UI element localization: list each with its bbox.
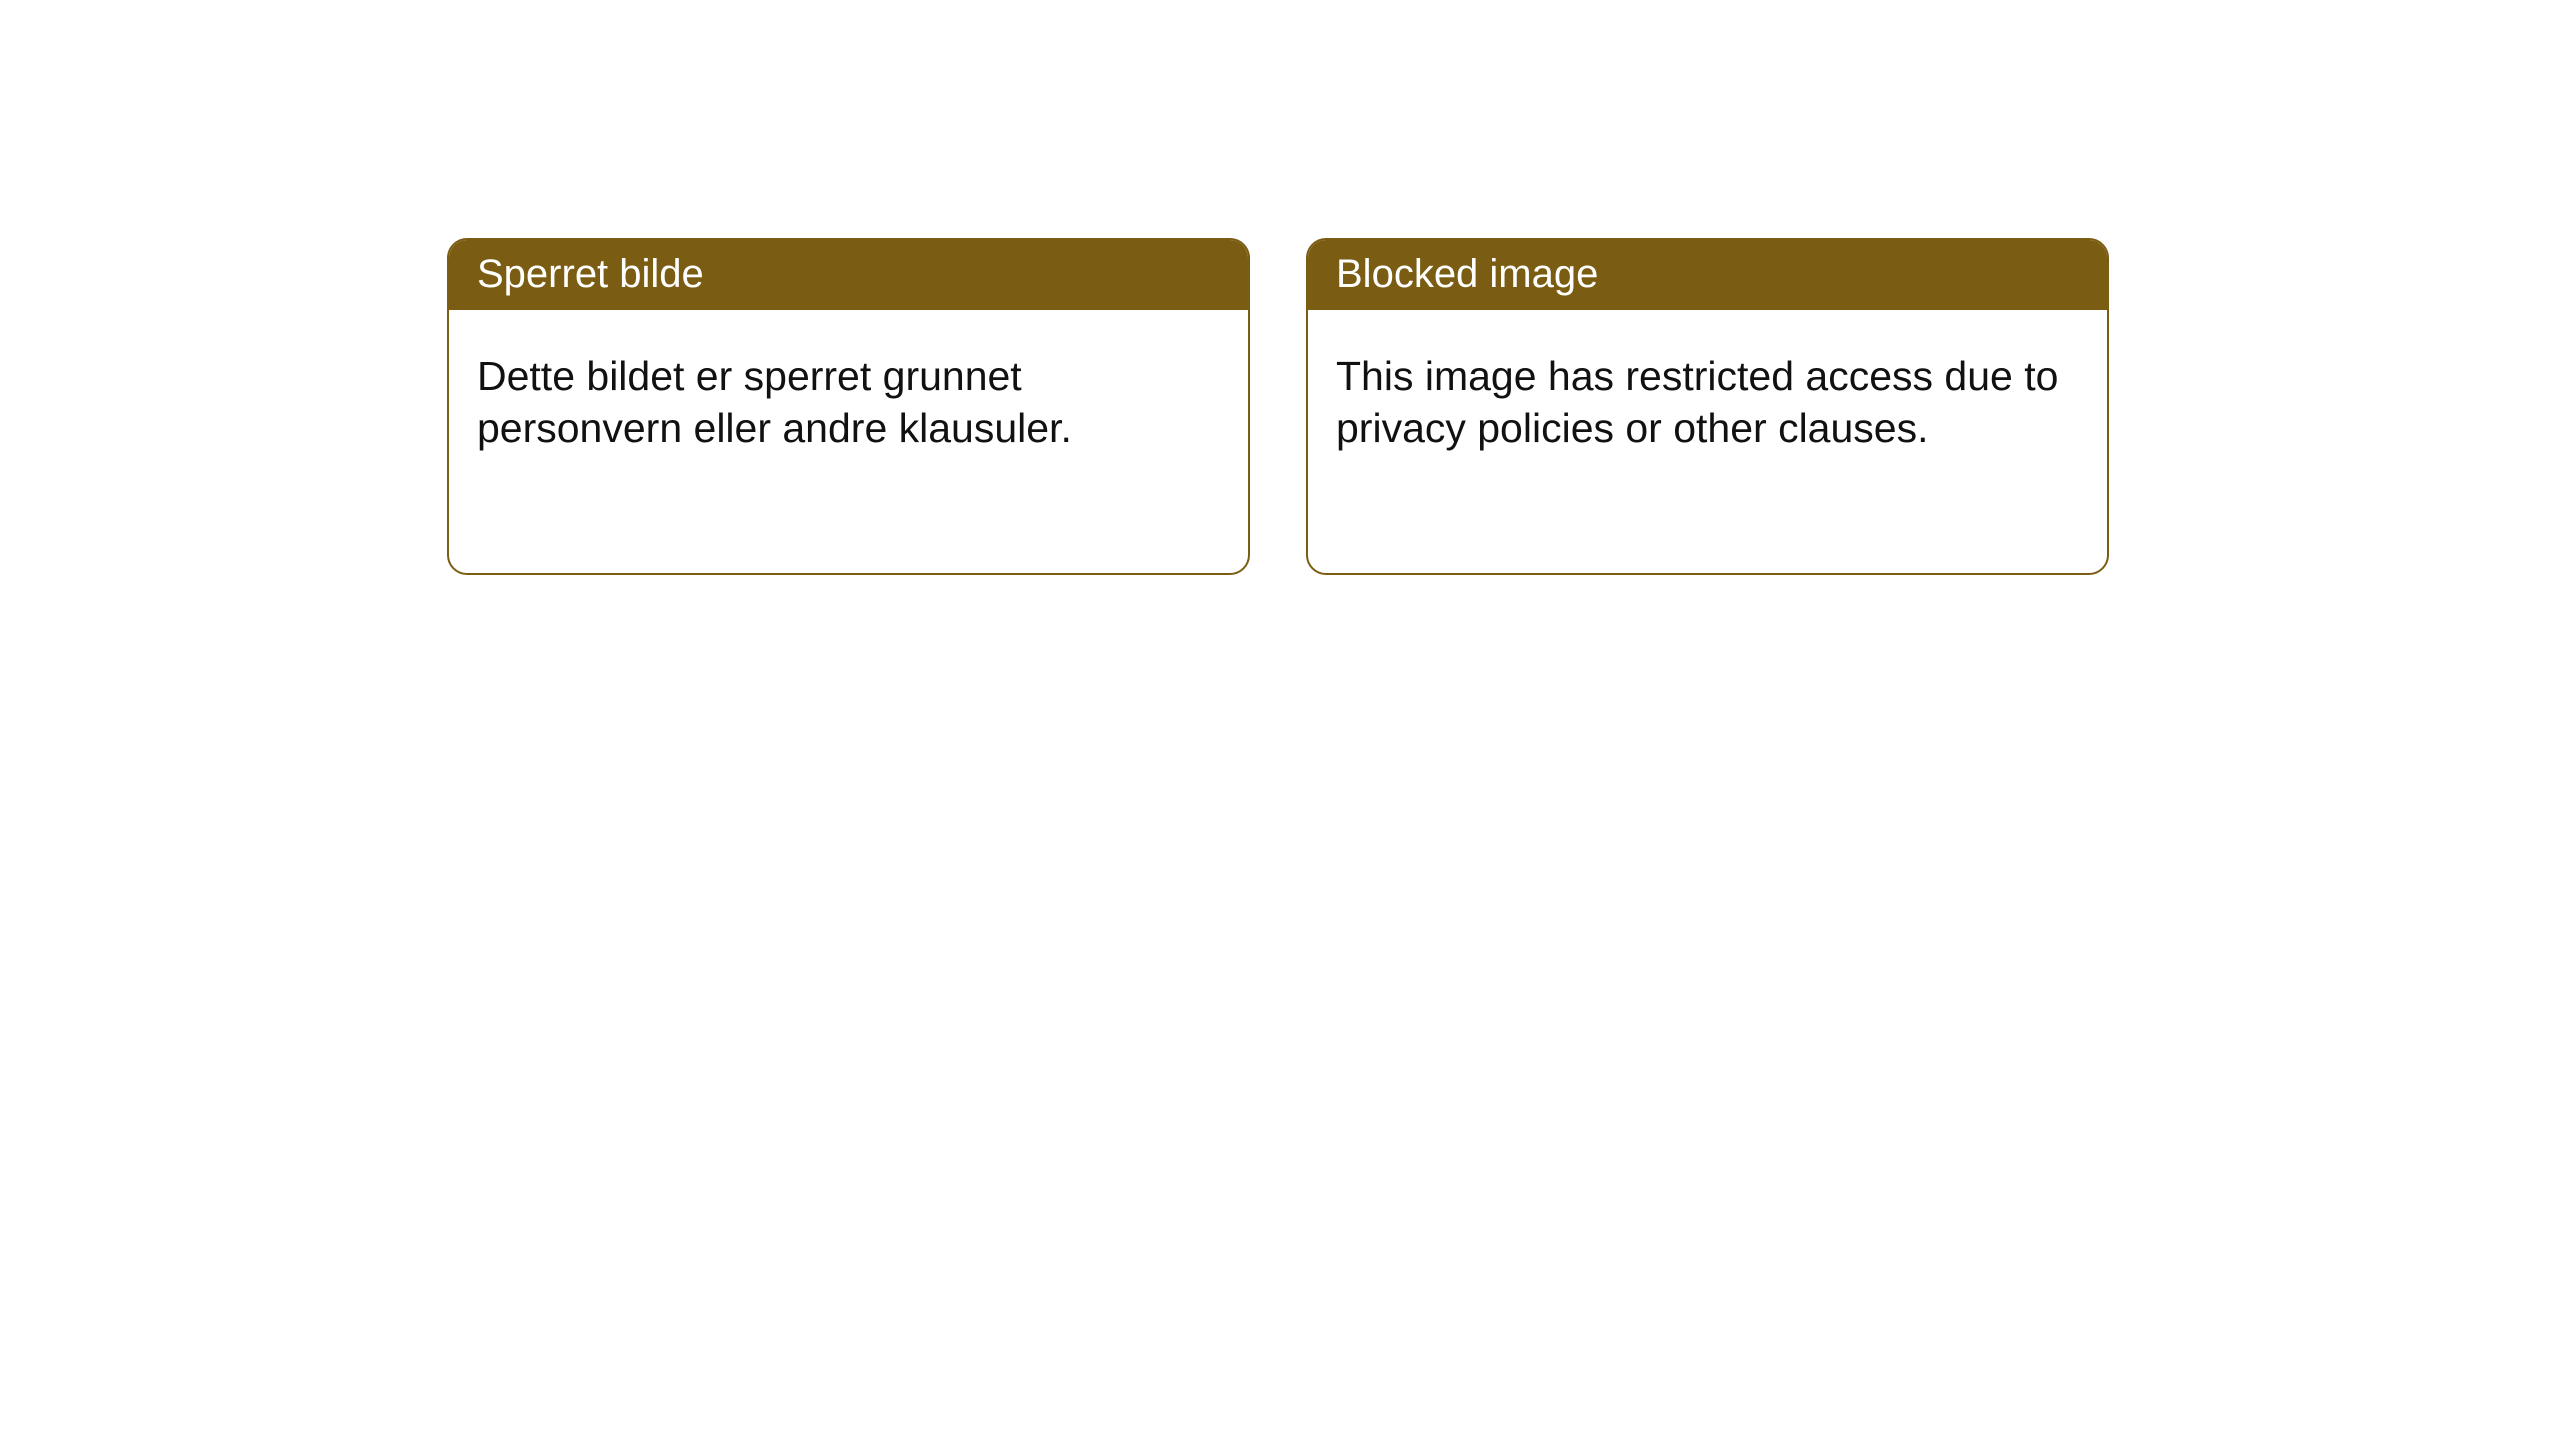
card-header: Sperret bilde xyxy=(449,240,1248,310)
card-body: This image has restricted access due to … xyxy=(1308,310,2107,483)
card-body-text: This image has restricted access due to … xyxy=(1336,353,2058,451)
card-english: Blocked image This image has restricted … xyxy=(1306,238,2109,575)
card-title: Blocked image xyxy=(1336,252,1598,296)
card-body: Dette bildet er sperret grunnet personve… xyxy=(449,310,1248,483)
card-norwegian: Sperret bilde Dette bildet er sperret gr… xyxy=(447,238,1250,575)
card-header: Blocked image xyxy=(1308,240,2107,310)
card-body-text: Dette bildet er sperret grunnet personve… xyxy=(477,353,1072,451)
cards-container: Sperret bilde Dette bildet er sperret gr… xyxy=(0,0,2560,575)
card-title: Sperret bilde xyxy=(477,252,704,296)
